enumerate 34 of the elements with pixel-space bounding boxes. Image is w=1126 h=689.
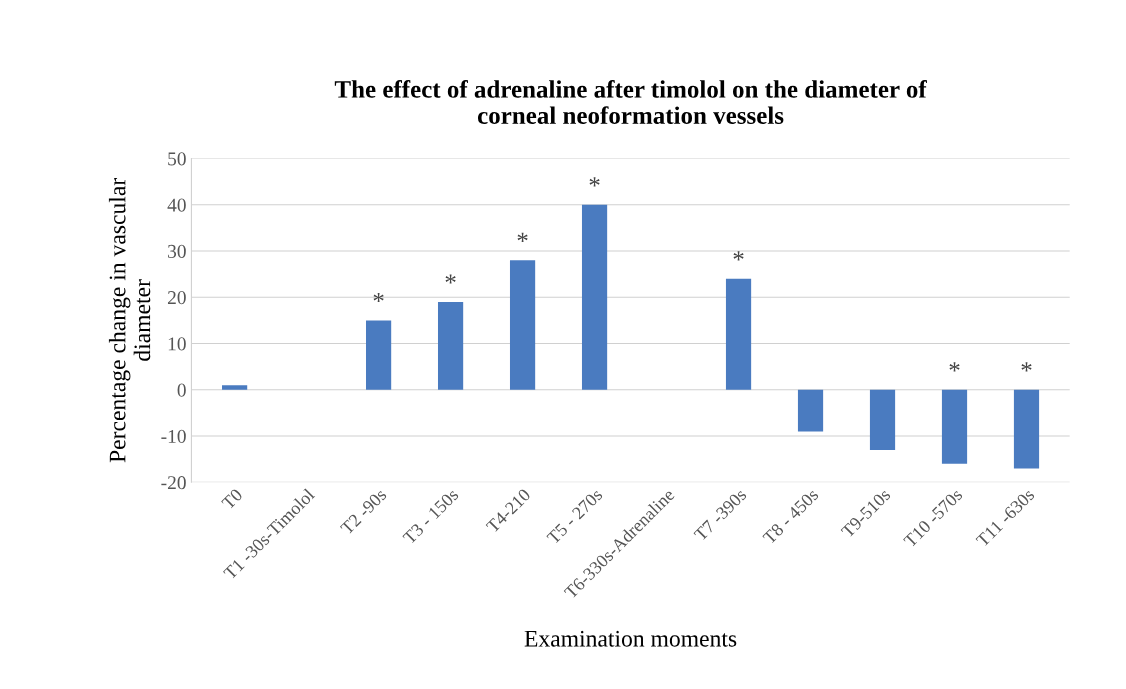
y-tick-label: 0 — [177, 383, 186, 397]
x-tick-label: T8 - 450s — [762, 487, 820, 545]
annotation: * — [949, 362, 960, 372]
bar — [797, 389, 824, 432]
annotation: * — [445, 274, 456, 284]
x-tick-label: T0 — [221, 488, 244, 511]
x-tick-label: T10 -570s — [902, 487, 964, 549]
bar — [941, 389, 968, 464]
bar — [869, 389, 896, 450]
x-tick-label: T7 -390s — [693, 487, 748, 542]
bar — [581, 204, 608, 390]
annotation: * — [589, 177, 600, 187]
bar — [725, 278, 752, 390]
x-axis-title: Examination moments — [524, 630, 737, 647]
y-tick-label: -10 — [161, 429, 186, 443]
y-tick-label: 20 — [167, 291, 186, 305]
y-tick-label: -20 — [161, 476, 186, 490]
x-tick-label: T2 -90s — [339, 487, 388, 536]
bar — [1013, 389, 1040, 469]
chart-title: The effect of adrenaline after timolol on the diameter of corneal neoformation vessels — [334, 80, 927, 124]
bar — [366, 320, 392, 390]
annotation: * — [1021, 362, 1032, 372]
y-tick-label: 40 — [167, 198, 186, 212]
annotation: * — [373, 292, 384, 303]
y-axis-title: Percentage change in vascular diameter — [108, 178, 151, 463]
x-tick-label: T3 - 150s — [402, 487, 460, 545]
y-tick-label: 10 — [168, 337, 186, 351]
bar — [222, 385, 248, 390]
annotation: * — [733, 251, 744, 261]
bar — [437, 301, 464, 390]
annotation: * — [517, 232, 528, 242]
y-tick-label: 50 — [168, 152, 186, 166]
y-tick-label: 30 — [168, 244, 186, 258]
bar — [509, 260, 536, 390]
